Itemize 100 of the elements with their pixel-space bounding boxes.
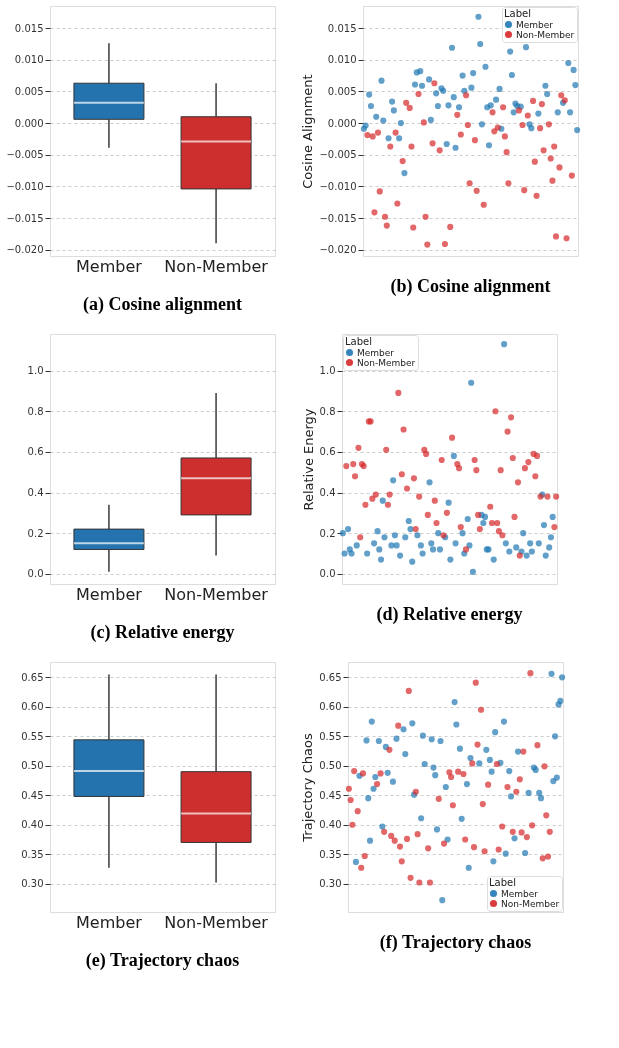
point	[394, 200, 401, 207]
point	[455, 768, 462, 775]
point	[399, 157, 406, 165]
point	[454, 111, 461, 118]
y-tick-label: −0.010	[319, 180, 357, 192]
legend-title: Label	[489, 877, 516, 888]
y-tick-label: 0.45	[21, 789, 44, 801]
point	[523, 834, 530, 841]
point	[524, 112, 531, 119]
point	[441, 240, 449, 248]
y-tick-label: 0.0	[27, 568, 44, 580]
point	[381, 828, 388, 835]
point	[426, 879, 434, 886]
point	[351, 768, 358, 775]
y-tick-label: 0.55	[319, 730, 342, 742]
point	[541, 763, 548, 770]
point	[396, 843, 404, 850]
legend-label: Non-Member	[357, 357, 416, 368]
point	[464, 121, 471, 129]
point	[374, 780, 381, 788]
point	[361, 852, 368, 860]
point	[376, 188, 383, 195]
point	[539, 855, 546, 862]
point	[518, 829, 525, 836]
point	[429, 140, 436, 147]
point	[473, 187, 480, 194]
point	[504, 783, 511, 791]
text: (b) Cosine alignment	[390, 276, 551, 297]
point	[520, 748, 527, 755]
point	[405, 687, 412, 694]
point	[551, 143, 558, 150]
point	[552, 233, 560, 240]
point	[387, 143, 394, 150]
legend-label: Member	[501, 888, 539, 899]
y-tick-label: 0.45	[319, 789, 342, 801]
legend-label: Member	[516, 19, 554, 30]
y-tick-label: 0.50	[319, 760, 342, 772]
point	[470, 844, 478, 851]
point	[431, 80, 438, 87]
point	[462, 836, 469, 843]
point	[422, 213, 429, 220]
point	[460, 770, 467, 778]
point	[527, 670, 534, 677]
point	[435, 795, 442, 802]
point	[414, 831, 421, 838]
point	[392, 129, 399, 136]
point	[403, 99, 410, 106]
text: (d) Relative energy	[376, 604, 523, 625]
point	[415, 90, 422, 98]
y-tick-label: 0.65	[21, 671, 44, 683]
point	[503, 149, 510, 156]
point	[495, 846, 502, 853]
point	[406, 104, 413, 111]
point	[494, 124, 501, 131]
y-tick-label: −0.015	[6, 212, 44, 224]
point	[447, 223, 454, 230]
y-tick-label: 0.30	[21, 878, 44, 890]
point	[386, 746, 393, 753]
point	[469, 760, 476, 767]
point	[515, 107, 523, 114]
y-tick-label: 0.010	[327, 54, 357, 66]
y-tick-label: −0.005	[319, 149, 357, 161]
point	[558, 92, 565, 99]
text: (c) Relative energy	[90, 622, 235, 643]
point	[436, 147, 443, 154]
point	[457, 131, 464, 138]
point	[345, 785, 352, 792]
text: (e) Trajectory chaos	[85, 950, 240, 971]
y-tick-label: 0.0	[319, 568, 336, 580]
point	[516, 776, 523, 783]
y-axis-title: Trajectory Chaos	[300, 733, 316, 843]
point	[493, 760, 500, 768]
legend-label: Member	[357, 347, 395, 358]
point	[477, 706, 485, 713]
point	[501, 133, 508, 140]
point	[480, 201, 487, 208]
y-tick-label: −0.005	[6, 149, 44, 161]
point	[485, 781, 492, 788]
point	[424, 241, 431, 248]
legend-title: Label	[345, 336, 372, 347]
point	[420, 119, 427, 126]
point	[568, 172, 575, 179]
point	[546, 828, 553, 835]
y-tick-label: 0.6	[319, 446, 336, 458]
y-tick-label: 0.010	[14, 54, 44, 66]
point	[531, 158, 538, 165]
point	[537, 125, 544, 132]
y-tick-label: 0.000	[14, 117, 44, 129]
point	[529, 822, 536, 829]
y-tick-label: 0.2	[319, 527, 336, 539]
point	[545, 121, 552, 128]
y-tick-label: 1.0	[319, 365, 336, 377]
point	[358, 864, 365, 871]
point	[395, 722, 402, 729]
point	[547, 155, 554, 162]
point	[448, 773, 455, 781]
y-tick-label: 0.000	[327, 117, 357, 129]
y-tick-label: 0.2	[27, 527, 44, 539]
y-tick-label: 0.005	[14, 85, 44, 97]
point	[538, 101, 545, 108]
